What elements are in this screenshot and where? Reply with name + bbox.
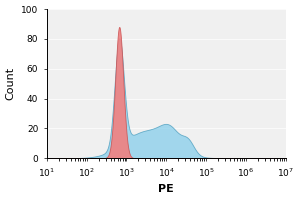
Y-axis label: Count: Count bbox=[6, 67, 16, 100]
X-axis label: PE: PE bbox=[158, 184, 174, 194]
